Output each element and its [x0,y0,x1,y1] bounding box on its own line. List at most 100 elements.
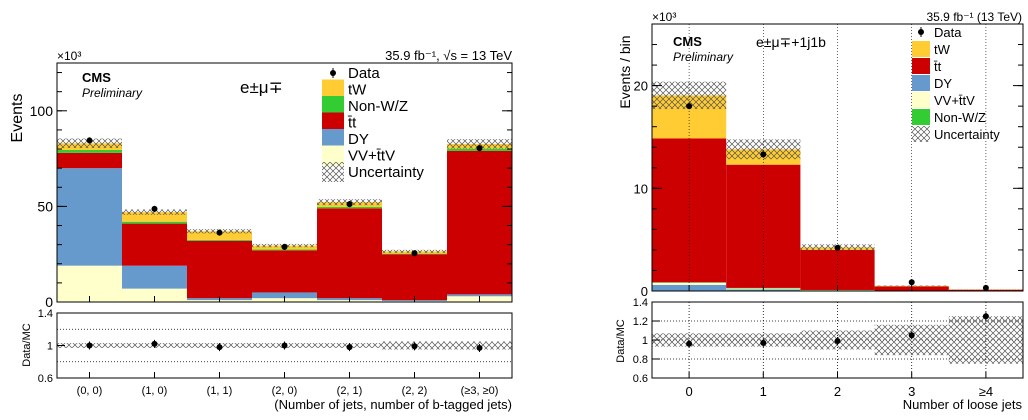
left-y-axis-label: Events [9,94,26,143]
left-lumi-label: 35.9 fb⁻¹, √s = 13 TeV [385,48,512,63]
right-lumi-label: 35.9 fb⁻¹ (13 TeV) [927,10,1023,24]
left-bar-tt [447,151,512,294]
left-x-tick-label: (0, 0) [77,385,103,397]
left-data-point [152,206,158,212]
right-cms-label: CMS [673,34,702,49]
left-legend-label-data: Data [348,65,380,82]
left-legend-label-nonwz: Non-W/Z [348,98,408,115]
left-prelim-label: Preliminary [82,86,143,100]
left-bar-nonwz [187,240,252,241]
right-ratio-point [909,332,915,338]
right-legend-label-nonwz: Non-W/Z [934,110,986,125]
left-legend-swatch-unc [322,162,344,182]
left-bar-tt [122,224,187,266]
left-y-tick-label: 50 [37,198,53,214]
left-ratio-point [217,344,223,350]
left-data-point [347,201,353,207]
left-cms-label: CMS [82,70,111,85]
right-x-tick-label: 1 [760,384,767,399]
left-exponent-label: ×10³ [57,49,81,63]
left-x-axis-label: (Number of jets, number of b-tagged jets… [274,397,512,412]
right-ratio-y-tick-label: 1 [642,335,648,347]
left-legend-label-unc: Uncertainty [348,164,424,181]
right-ratio-point [983,313,989,319]
right-x-tick-label: 0 [685,384,692,399]
left-bar-dy [122,266,187,289]
left-bar-nonwz [317,207,382,208]
right-legend-swatch-tW [912,41,930,57]
right-ratio-point [760,340,766,346]
left-x-tick-label: (2, 2) [402,385,428,397]
left-bar-nonwz [57,150,122,153]
right-legend: Data tW t̄t DY VV+t̄tV Non-W/Z Uncertainty [912,25,1000,142]
left-legend-label-tt: t̄t [347,115,357,132]
left-data-point [282,244,288,250]
right-legend-label-dy: DY [934,76,952,91]
left-bar-tt [317,208,382,298]
right-ratio-uncertainty-box [949,316,1023,364]
right-bar-vv [652,283,726,285]
left-x-tick-label: (1, 0) [142,385,168,397]
right-channel-label: e±μ∓+1j1b [756,34,826,50]
right-legend-label-tW: tW [934,42,951,57]
left-data-point [477,145,483,151]
right-y-tick-label: 10 [634,181,648,196]
right-legend-swatch-vv [912,92,930,108]
left-bar-dy [447,294,512,296]
right-legend-label-data: Data [934,25,962,40]
right-y-axis-label: Events / bin [617,35,633,108]
right-ratio-point [835,338,841,344]
left-stack-bars [57,143,512,302]
left-ratio-panel: 0.6 1 1.4 [38,308,512,385]
left-channel-label: e±μ∓ [240,78,283,97]
left-legend-label-tW: tW [348,82,367,99]
left-ratio-y-tick-label: 1.4 [38,308,53,320]
right-ratio-y-tick-label: 1.2 [633,316,648,328]
right-ratio-y-label: Data/MC [615,319,627,362]
left-x-tick-label: (2, 0) [272,385,298,397]
right-exponent-label: ×10³ [652,10,676,24]
left-bar-nonwz [122,222,187,224]
right-y-tick-label: 20 [634,79,648,94]
right-chart: 0 10 20 ×10³ 35.9 fb⁻¹ (13 TeV) CMS Prelim… [615,10,1023,412]
left-bar-tt [57,153,122,168]
right-x-axis-label: Number of loose jets [903,397,1023,412]
right-ratio-point [686,341,692,347]
left-ratio-point [412,343,418,349]
right-ratio-y-tick-label: 0.6 [633,373,648,385]
right-ratio-y-tick-label: 0.8 [633,354,648,366]
left-bar-tt [187,241,252,298]
left-ratio-point [87,343,93,349]
left-bar-dy [57,168,122,266]
left-ratio-y-tick-label: 1 [47,341,53,353]
left-ratio-y-label: Data/MC [21,323,33,366]
left-ratio-point [282,343,288,349]
left-y-tick-label: 100 [30,103,54,119]
left-bar-tt [252,250,317,292]
left-x-tick-label: (≥3, ≥0) [461,385,499,397]
left-data-point [87,137,93,143]
left-legend-label-dy: DY [348,131,369,148]
left-ratio-point [347,344,353,350]
right-ratio-y-tick-label: 1.4 [633,297,648,309]
right-legend-swatch-tt [912,58,930,74]
left-x-tick-label: (2, 1) [337,385,363,397]
right-legend-swatch-unc [912,126,930,142]
right-legend-label-vv: VV+t̄tV [934,93,975,108]
right-legend-label-unc: Uncertainty [934,127,1000,142]
right-prelim-label: Preliminary [673,50,734,64]
left-legend-label-vv: VV+t̄tV [348,148,395,165]
right-legend-swatch-dy [912,75,930,91]
left-ratio-point [477,345,483,351]
right-legend-swatch-nonwz [912,109,930,125]
right-legend-label-tt: t̄t [934,59,942,74]
left-data-point [217,230,223,236]
left-data-point [412,250,418,256]
right-ratio-uncertainty-box [875,325,949,355]
right-x-tick-label: 2 [834,384,841,399]
left-ratio-y-tick-label: 0.6 [38,373,53,385]
